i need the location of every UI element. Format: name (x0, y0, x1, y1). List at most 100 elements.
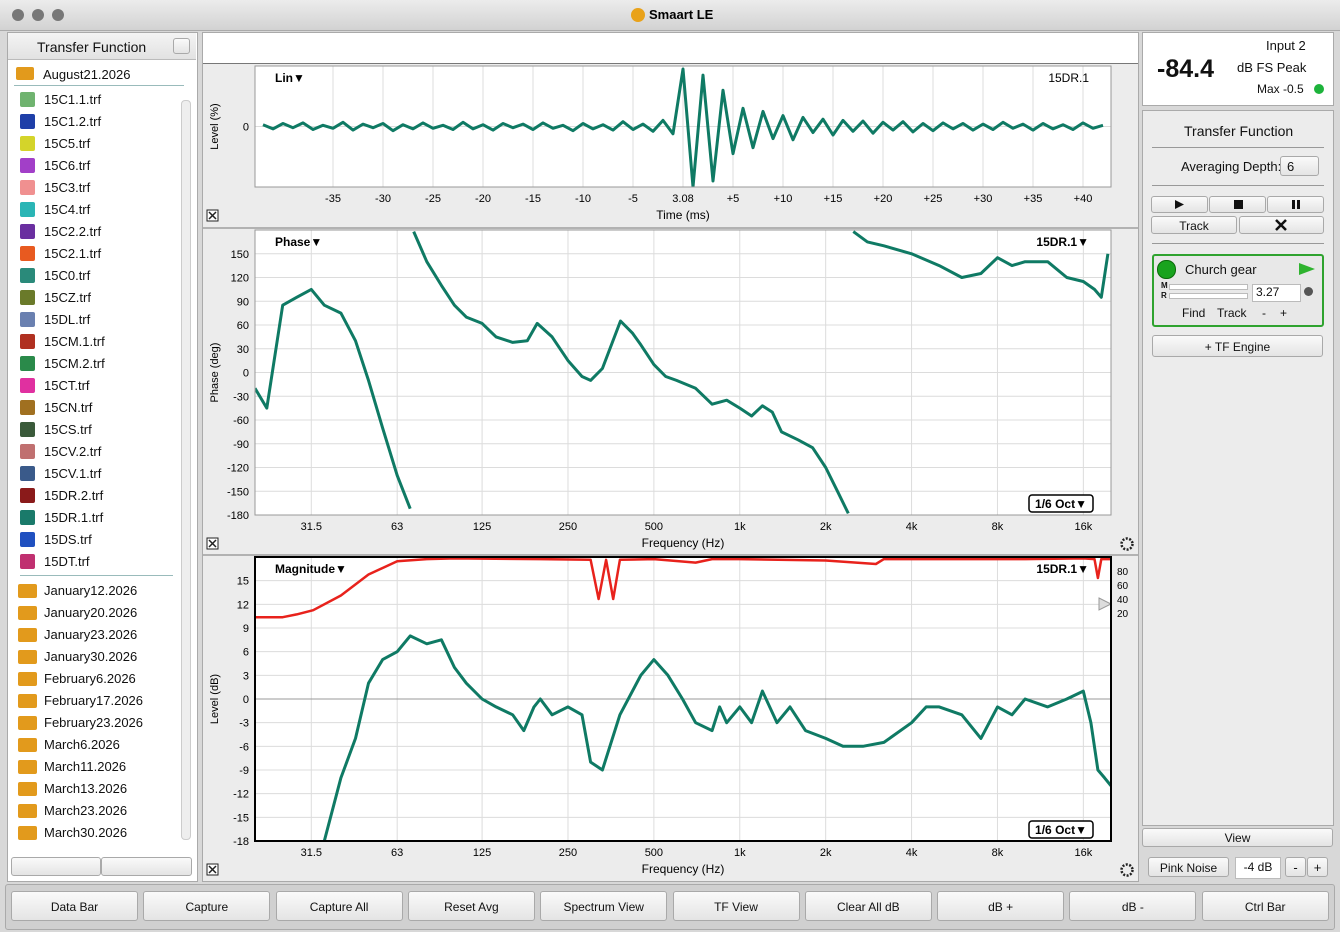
engine-status[interactable] (1157, 260, 1176, 279)
find-button[interactable]: Find (1182, 306, 1206, 320)
file-icon (20, 312, 35, 327)
folder-name[interactable]: February6.2026 (44, 671, 136, 686)
folder-name[interactable]: February17.2026 (44, 693, 144, 708)
toolbar-button[interactable]: Spectrum View (540, 891, 668, 921)
minimize-button[interactable] (32, 9, 44, 21)
smoothing-label: 1/6 Oct▼ (1035, 823, 1087, 837)
add-engine-button[interactable]: + TF Engine (1152, 335, 1323, 357)
folder-name[interactable]: March30.2026 (44, 825, 128, 840)
file-name[interactable]: 15DR.1.trf (44, 510, 104, 525)
file-name[interactable]: 15C3.trf (44, 180, 91, 195)
sidebar-menu[interactable] (173, 38, 190, 54)
file-name[interactable]: 15CS.trf (44, 422, 92, 437)
view-button[interactable]: View (1142, 828, 1333, 847)
file-icon (20, 202, 35, 217)
engine-run[interactable] (1298, 262, 1318, 276)
toolbar-button[interactable]: Clear All dB (804, 891, 932, 921)
toolbar-button[interactable]: dB - (1069, 891, 1197, 921)
track-button[interactable]: Track (1151, 216, 1237, 234)
zoom-button[interactable] (52, 9, 64, 21)
transport-icons (1175, 200, 1300, 231)
folder-name[interactable]: February23.2026 (44, 715, 144, 730)
folder-name[interactable]: March11.2026 (44, 759, 127, 774)
plot-settings[interactable] (1120, 863, 1134, 877)
toolbar-button[interactable]: Reset Avg (407, 891, 535, 921)
app-logo (631, 8, 645, 22)
file-icon (20, 488, 35, 503)
file-name[interactable]: 15DT.trf (44, 554, 90, 569)
folder-name[interactable]: March6.2026 (44, 737, 120, 752)
info-button[interactable] (11, 857, 101, 876)
delete-button[interactable] (101, 857, 192, 876)
file-name[interactable]: 15CT.trf (44, 378, 90, 393)
file-name[interactable]: 15C1.1.trf (44, 92, 102, 107)
folder-name[interactable]: January12.2026 (44, 583, 138, 598)
file-icon (20, 290, 35, 305)
x-tick-label: -5 (628, 193, 638, 205)
trace (322, 634, 1111, 841)
file-name[interactable]: 15CN.trf (44, 400, 93, 415)
play-icon (1175, 200, 1184, 209)
plot-settings[interactable] (1120, 537, 1134, 551)
file-name[interactable]: 15C4.trf (44, 202, 91, 217)
x-tick-label: 250 (559, 847, 577, 859)
toolbar-button[interactable]: Data Bar (11, 891, 138, 921)
file-name[interactable]: 15C2.1.trf (44, 246, 102, 261)
file-name[interactable]: 15C6.trf (44, 158, 91, 173)
trace-label: 15DR.1 (1048, 71, 1089, 85)
file-name[interactable]: 15C5.trf (44, 136, 91, 151)
x-tick-label: +25 (924, 193, 943, 205)
toolbar-button[interactable]: dB + (937, 891, 1065, 921)
pause-button[interactable] (1267, 196, 1324, 213)
x-tick-label: -30 (375, 193, 391, 205)
separator (1152, 185, 1324, 186)
delay-field[interactable]: 3.27 (1252, 284, 1301, 302)
file-name[interactable]: 15CM.1.trf (44, 334, 105, 349)
file-name[interactable]: 15DS.trf (44, 532, 92, 547)
file-name[interactable]: 15DL.trf (44, 312, 91, 327)
toolbar-button[interactable]: TF View (672, 891, 800, 921)
engine-run-icon (1299, 263, 1315, 275)
pause-icon (1297, 200, 1300, 209)
level-plus[interactable]: + (1307, 857, 1328, 877)
file-name[interactable]: 15CV.2.trf (44, 444, 102, 459)
y-tick-label: 0 (243, 122, 249, 134)
meter-mode[interactable]: dB FS Peak (1237, 60, 1307, 75)
trace-title[interactable]: Lin▼ (275, 71, 305, 85)
file-name[interactable]: 15CM.2.trf (44, 356, 105, 371)
folder-name[interactable]: March13.2026 (44, 781, 128, 796)
file-name[interactable]: 15DR.2.trf (44, 488, 104, 503)
folder-name[interactable]: January30.2026 (44, 649, 138, 664)
folder-name[interactable]: March23.2026 (44, 803, 128, 818)
meter-box (1142, 32, 1334, 106)
session-name[interactable]: August21.2026 (43, 67, 131, 82)
trace-title[interactable]: Phase▼ (275, 235, 322, 249)
track-toggle[interactable]: Track (1217, 306, 1247, 320)
delay-plus[interactable]: + (1280, 306, 1288, 320)
folder-name[interactable]: January23.2026 (44, 627, 138, 642)
level-minus[interactable]: - (1285, 857, 1306, 877)
file-name[interactable]: 15C2.2.trf (44, 224, 102, 239)
toolbar-button[interactable]: Ctrl Bar (1201, 891, 1329, 921)
y-tick-label: 150 (231, 249, 249, 261)
trace-title[interactable]: Magnitude▼ (275, 562, 347, 576)
generator-level[interactable]: -4 dB (1235, 857, 1281, 879)
toolbar-button[interactable]: Capture All (275, 891, 403, 921)
meter-input[interactable]: Input 2 (1266, 38, 1306, 53)
toolbar-button[interactable]: Capture (143, 891, 271, 921)
folder-name[interactable]: January20.2026 (44, 605, 138, 620)
scrollbar[interactable] (181, 100, 191, 840)
file-name[interactable]: 15C0.trf (44, 268, 91, 283)
averaging-select[interactable]: 6 (1280, 156, 1319, 176)
y-tick-label: 90 (237, 296, 249, 308)
x-tick-label: +30 (974, 193, 993, 205)
x-tick-label: +40 (1074, 193, 1093, 205)
file-name[interactable]: 15CZ.trf (44, 290, 91, 305)
file-name[interactable]: 15C1.2.trf (44, 114, 102, 129)
y-tick-label: -90 (233, 439, 249, 451)
close-button[interactable] (12, 9, 24, 21)
generator-button[interactable]: Pink Noise (1148, 857, 1229, 877)
delay-minus[interactable]: - (1262, 306, 1266, 320)
file-name[interactable]: 15CV.1.trf (44, 466, 102, 481)
